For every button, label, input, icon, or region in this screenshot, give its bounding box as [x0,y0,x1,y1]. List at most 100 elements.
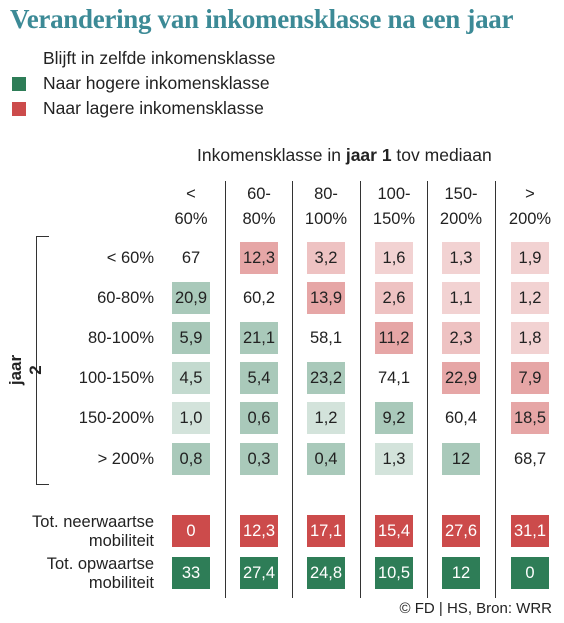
column-header: 150- 200% [431,182,491,232]
data-cell: 7,9 [511,362,549,394]
totals-row-label-line: mobiliteit [88,574,154,592]
upward-total-cell: 24,8 [307,557,345,589]
data-cell: 21,1 [240,322,278,354]
row-label: 150-200% [78,409,154,427]
legend-swatch-down [12,102,26,116]
chart-title: Verandering van inkomensklasse na een ja… [10,4,514,34]
upward-total-cell: 33 [172,557,210,589]
downward-total-cell: 12,3 [240,515,278,547]
data-cell: 2,3 [442,322,480,354]
legend-item-same: Blijft in zelfde inkomensklasse [12,46,275,71]
column-header-line: 150- [444,185,478,203]
row-label: 60-80% [97,289,154,307]
totals-row-label-line: Tot. opwaartse [46,555,154,573]
column-axis-bold: jaar 1 [345,145,392,165]
row-label: < 60% [106,249,154,267]
totals-row-label: Tot. neerwaartse mobiliteit [32,513,154,551]
data-cell: 60,4 [444,409,478,427]
column-header: 100- 150% [364,182,424,232]
data-cell: 0,6 [240,402,278,434]
upward-total-cell: 27,4 [240,557,278,589]
column-divider [292,181,293,598]
data-cell: 1,6 [375,242,413,274]
data-cell: 20,9 [172,282,210,314]
column-header-line: 100- [377,185,411,203]
downward-total-cell: 17,1 [307,515,345,547]
data-cell: 67 [181,249,201,267]
data-cell: 58,1 [309,329,343,347]
data-cell: 11,2 [375,322,413,354]
row-label: 100-150% [78,369,154,387]
data-cell: 9,2 [375,402,413,434]
data-cell: 1,9 [511,242,549,274]
downward-total-cell: 0 [172,515,210,547]
data-cell: 1,2 [307,402,345,434]
row-axis-bracket [36,236,49,485]
source-credit: © FD | HS, Bron: WRR [399,600,552,617]
legend-label-same: Blijft in zelfde inkomensklasse [43,48,276,68]
column-axis-prefix: Inkomensklasse in [197,145,346,165]
upward-total-cell: 12 [442,557,480,589]
row-axis-title: jaar 2 [6,354,45,386]
data-cell: 68,7 [513,450,547,468]
column-header: >200% [500,182,560,232]
data-cell: 5,4 [240,362,278,394]
data-cell: 1,8 [511,322,549,354]
column-header-line: 80- [314,185,338,203]
data-cell: 74,1 [377,369,411,387]
upward-total-cell: 0 [511,557,549,589]
column-header-line: 200% [508,210,552,228]
data-cell: 3,2 [307,242,345,274]
column-header: 80- 100% [296,182,356,232]
upward-total-cell: 10,5 [375,557,413,589]
downward-total-cell: 31,1 [511,515,549,547]
column-header-line: 200% [439,210,483,228]
column-axis-suffix: tov mediaan [391,145,492,165]
column-header-line: 60% [174,210,208,228]
column-header: 60- 80% [229,182,289,232]
column-header-line: 80% [242,210,276,228]
data-cell: 1,3 [375,443,413,475]
column-divider [427,181,428,598]
column-divider [495,181,496,598]
data-cell: 23,2 [307,362,345,394]
data-cell: 18,5 [511,402,549,434]
data-cell: 1,1 [442,282,480,314]
column-header-line: 150% [372,210,416,228]
column-header-line: 60- [247,185,271,203]
data-cell: 0,4 [307,443,345,475]
row-label: 80-100% [87,329,154,347]
data-cell: 0,8 [172,443,210,475]
legend-label-down: Naar lagere inkomensklasse [43,98,264,118]
totals-row-label-line: Tot. neerwaartse [32,513,154,531]
downward-total-cell: 27,6 [442,515,480,547]
column-axis-title: Inkomensklasse in jaar 1 tov mediaan [197,145,492,166]
data-cell: 13,9 [307,282,345,314]
column-header-line: < [186,185,196,203]
data-cell: 1,2 [511,282,549,314]
data-cell: 0,3 [240,443,278,475]
column-divider [360,181,361,598]
data-cell: 4,5 [172,362,210,394]
data-cell: 60,2 [242,289,276,307]
data-cell: 1,0 [172,402,210,434]
data-cell: 5,9 [172,322,210,354]
totals-row-label: Tot. opwaartse mobiliteit [47,555,154,593]
downward-total-cell: 15,4 [375,515,413,547]
legend-item-up: Naar hogere inkomensklasse [12,71,275,96]
data-cell: 12,3 [240,242,278,274]
legend-label-up: Naar hogere inkomensklasse [43,73,270,93]
column-header: <60% [161,182,221,232]
row-label: > 200% [97,450,154,468]
column-header-line: 100% [304,210,348,228]
data-cell: 2,6 [375,282,413,314]
legend-item-down: Naar lagere inkomensklasse [12,96,275,121]
totals-row-label-line: mobiliteit [88,532,154,550]
legend: Blijft in zelfde inkomensklasse Naar hog… [12,46,275,121]
data-cell: 22,9 [442,362,480,394]
data-cell: 12 [442,443,480,475]
column-divider [225,181,226,598]
column-header-line: > [525,185,535,203]
legend-swatch-up [12,77,26,91]
data-cell: 1,3 [442,242,480,274]
